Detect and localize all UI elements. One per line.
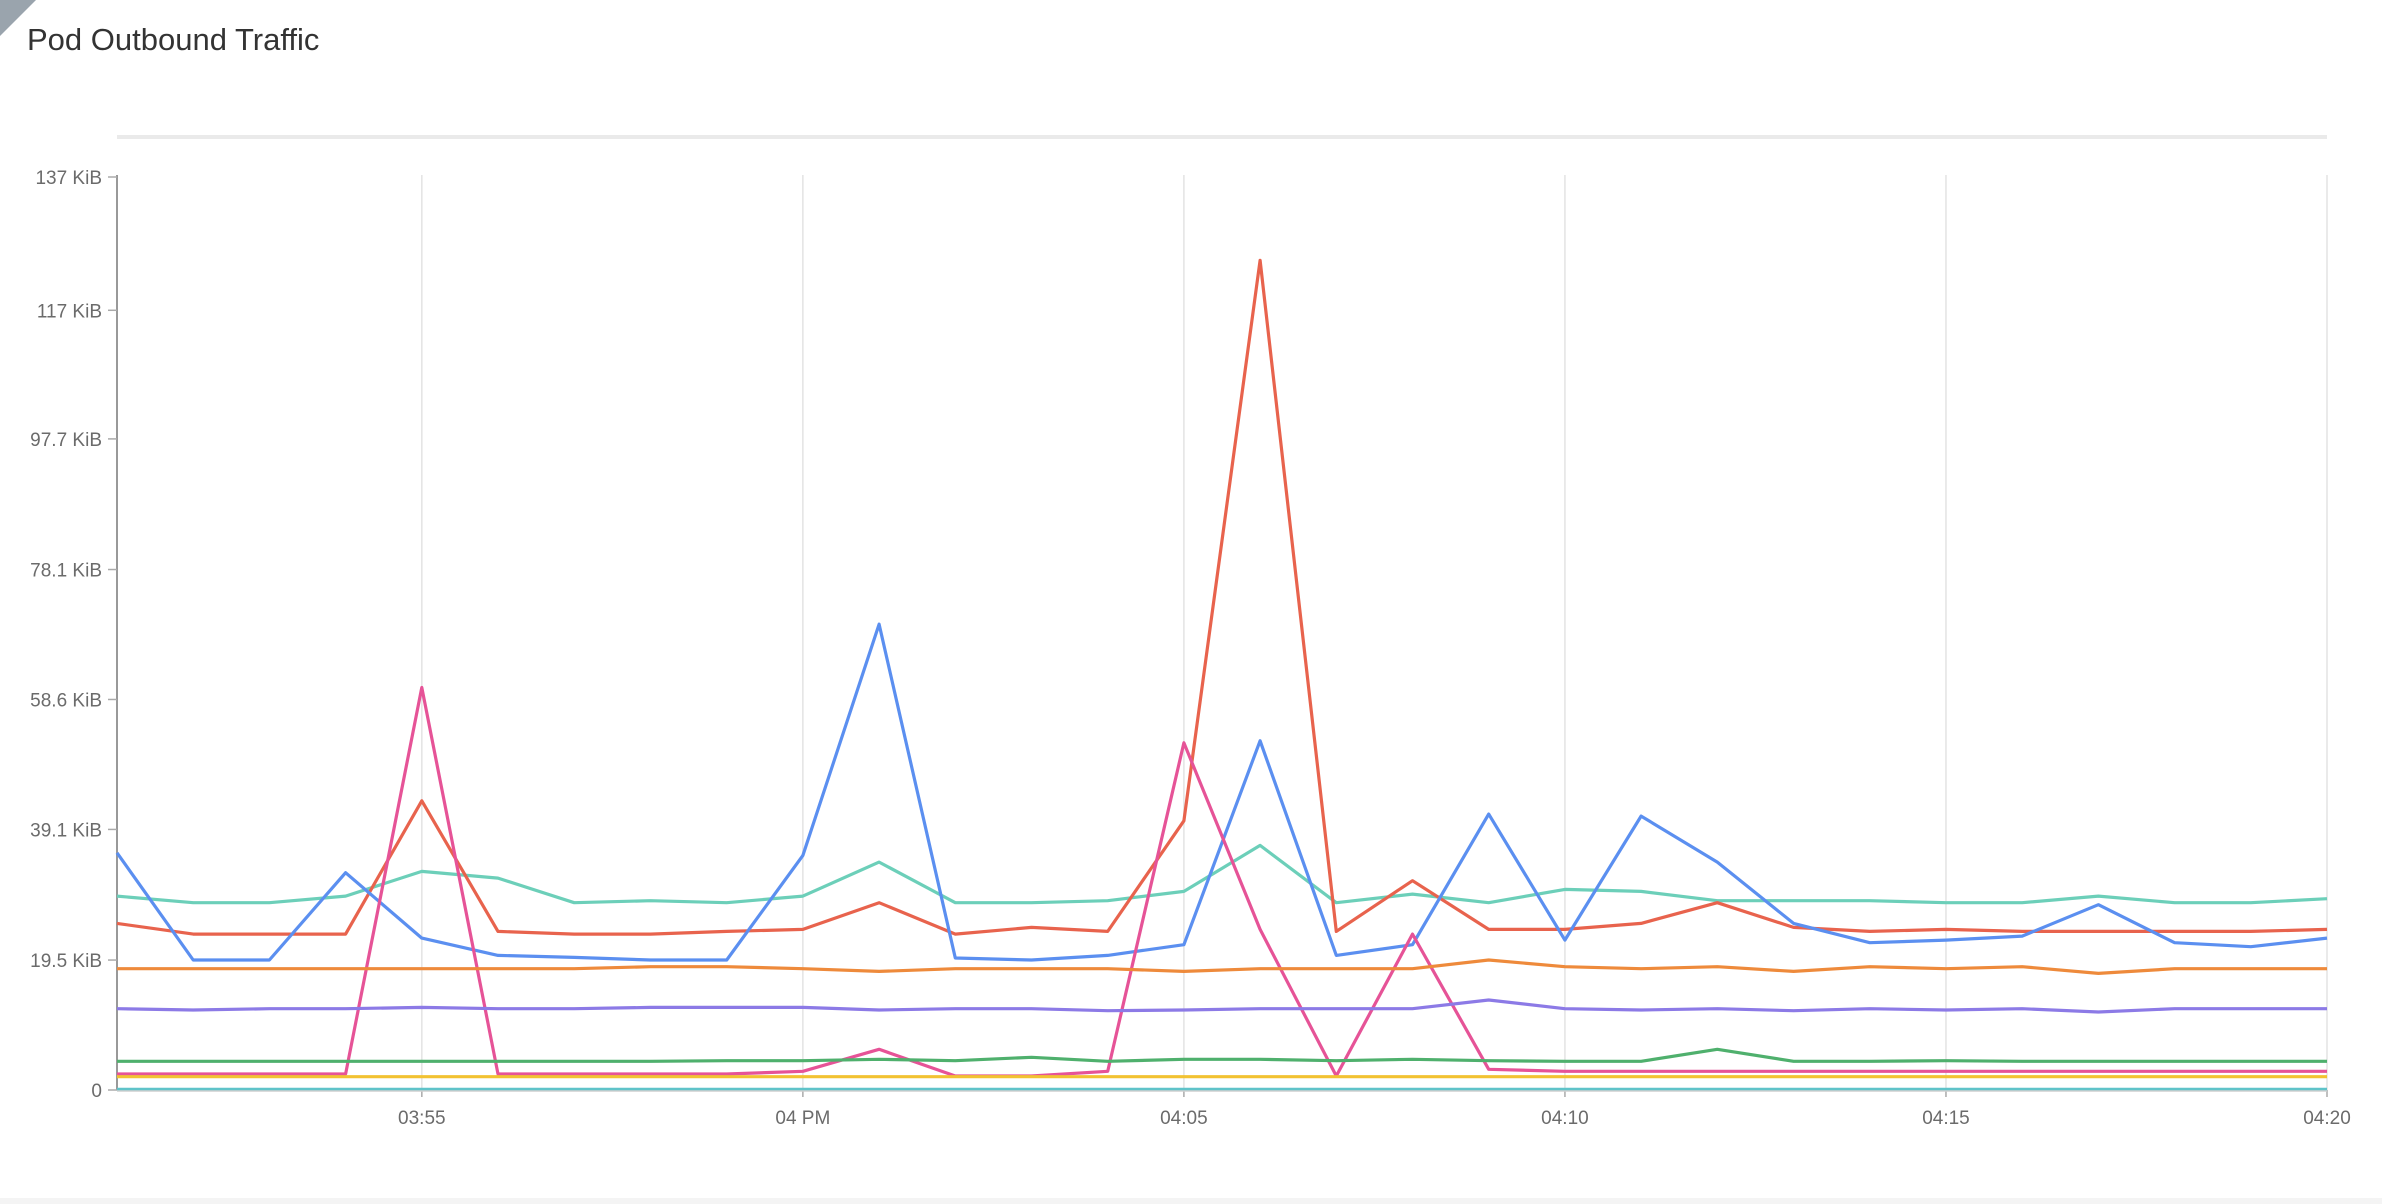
- y-tick-label-5: 97.7 KiB: [30, 430, 102, 451]
- panel-corner-marker[interactable]: [0, 0, 36, 36]
- x-axis-ticks: 03:55 04 PM 04:05 04:10 04:15 04:20: [398, 1090, 2351, 1129]
- series-line-4[interactable]: [117, 685, 2327, 1078]
- y-axis-ticks: 0 19.5 KiB 39.1 KiB 58.6 KiB 78.1 KiB 97.7 Ki…: [30, 168, 117, 1102]
- series-line-5[interactable]: [117, 958, 2327, 976]
- y-tick-label-2: 39.1 KiB: [30, 820, 102, 841]
- series-line-6[interactable]: [116, 998, 2327, 1014]
- panel-title: Pod Outbound Traffic: [27, 22, 320, 57]
- x-tick-label-5: 04:20: [2303, 1108, 2351, 1129]
- x-tick-label-2: 04:05: [1160, 1108, 1208, 1129]
- x-tick-label-4: 04:15: [1922, 1108, 1970, 1129]
- series-line-3[interactable]: [115, 622, 2328, 962]
- series-line-2[interactable]: [116, 258, 2328, 936]
- series-lines[interactable]: [115, 258, 2328, 1092]
- y-tick-label-1: 19.5 KiB: [30, 951, 102, 972]
- grid-lines: [421, 175, 2328, 1090]
- y-tick-label-6: 117 KiB: [37, 301, 102, 322]
- x-tick-label-1: 04 PM: [775, 1108, 830, 1129]
- x-tick-label-3: 04:10: [1541, 1108, 1589, 1129]
- y-tick-label-3: 58.6 KiB: [30, 690, 102, 711]
- series-line-7[interactable]: [117, 1047, 2327, 1063]
- y-tick-label-0: 0: [91, 1081, 102, 1102]
- y-tick-label-4: 78.1 KiB: [30, 561, 102, 582]
- y-tick-label-7: 137 KiB: [35, 168, 102, 189]
- x-tick-label-0: 03:55: [398, 1108, 446, 1129]
- series-line-1[interactable]: [116, 843, 2328, 905]
